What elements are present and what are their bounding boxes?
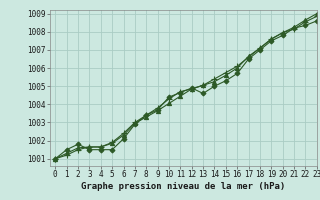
X-axis label: Graphe pression niveau de la mer (hPa): Graphe pression niveau de la mer (hPa) [81,182,285,191]
